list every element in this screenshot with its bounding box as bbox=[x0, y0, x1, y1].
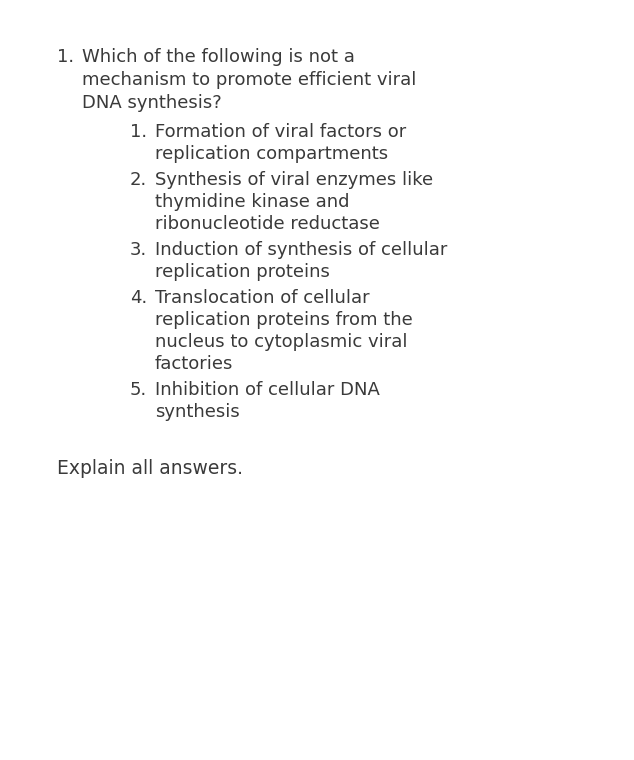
Text: 4.: 4. bbox=[130, 289, 147, 307]
Text: synthesis: synthesis bbox=[155, 403, 240, 421]
Text: factories: factories bbox=[155, 355, 233, 373]
Text: DNA synthesis?: DNA synthesis? bbox=[82, 94, 222, 112]
Text: 5.: 5. bbox=[130, 381, 147, 399]
Text: nucleus to cytoplasmic viral: nucleus to cytoplasmic viral bbox=[155, 333, 408, 351]
Text: Induction of synthesis of cellular: Induction of synthesis of cellular bbox=[155, 241, 448, 259]
Text: Inhibition of cellular DNA: Inhibition of cellular DNA bbox=[155, 381, 380, 399]
Text: thymidine kinase and: thymidine kinase and bbox=[155, 193, 349, 211]
Text: replication compartments: replication compartments bbox=[155, 145, 388, 163]
Text: ribonucleotide reductase: ribonucleotide reductase bbox=[155, 215, 380, 233]
Text: 2.: 2. bbox=[130, 171, 147, 189]
Text: 1.: 1. bbox=[130, 123, 147, 141]
Text: 1.: 1. bbox=[57, 48, 74, 66]
Text: 3.: 3. bbox=[130, 241, 147, 259]
Text: Which of the following is not a: Which of the following is not a bbox=[82, 48, 355, 66]
Text: Explain all answers.: Explain all answers. bbox=[57, 459, 243, 478]
Text: Translocation of cellular: Translocation of cellular bbox=[155, 289, 370, 307]
Text: Synthesis of viral enzymes like: Synthesis of viral enzymes like bbox=[155, 171, 433, 189]
Text: replication proteins: replication proteins bbox=[155, 263, 330, 281]
Text: replication proteins from the: replication proteins from the bbox=[155, 311, 413, 329]
Text: Formation of viral factors or: Formation of viral factors or bbox=[155, 123, 406, 141]
Text: mechanism to promote efficient viral: mechanism to promote efficient viral bbox=[82, 71, 417, 89]
